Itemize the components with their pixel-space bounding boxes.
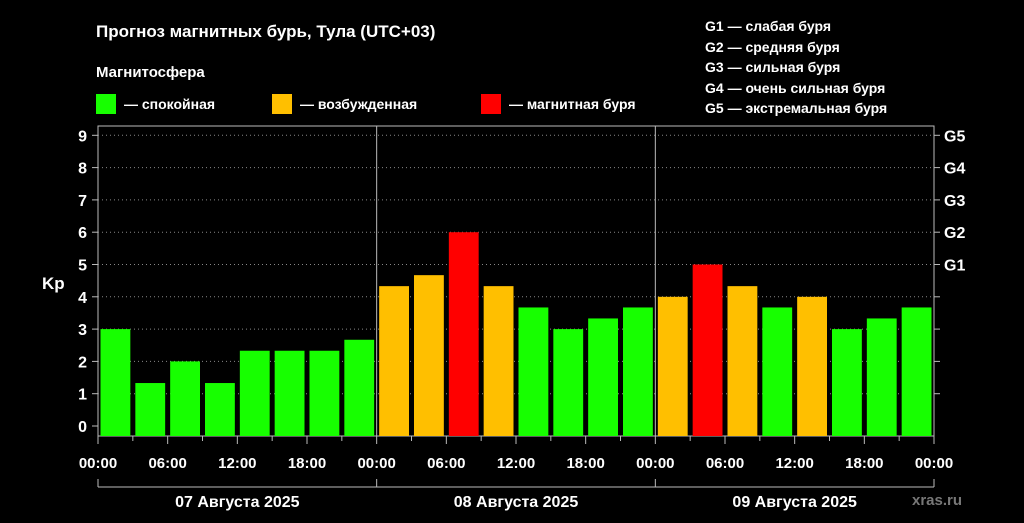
kp-bar-3 [205, 383, 235, 436]
x-tick-label-9: 06:00 [706, 455, 744, 472]
kp-bar-9 [414, 275, 444, 436]
y-tick-label-3: 3 [78, 322, 87, 339]
right-tick-label-g4: G4 [944, 161, 965, 178]
g-legend-g5: G5 — экстремальная буря [705, 100, 888, 116]
legend-swatch-storm [481, 94, 501, 114]
y-tick-label-1: 1 [78, 387, 87, 404]
kp-bar-10 [448, 232, 479, 436]
kp-bar-0 [100, 329, 131, 436]
y-tick-label-9: 9 [78, 128, 87, 145]
right-tick-label-g3: G3 [944, 193, 965, 210]
x-tick-label-10: 12:00 [775, 455, 813, 472]
y-tick-label-6: 6 [78, 225, 87, 242]
legend-label-quiet: — спокойная [124, 96, 216, 112]
legend-label-storm: — магнитная буря [509, 96, 636, 112]
kp-bar-18 [727, 286, 758, 436]
kp-bar-11 [483, 286, 514, 436]
legend-quiet: — спокойная [96, 94, 215, 114]
x-tick-label-0: 00:00 [79, 455, 117, 472]
right-tick-label-g2: G2 [944, 225, 965, 242]
x-tick-label-11: 18:00 [845, 455, 883, 472]
kp-bar-2 [170, 361, 200, 436]
legend-storm: — магнитная буря [481, 94, 636, 114]
kp-bar-4 [239, 350, 270, 436]
kp-bar-12 [518, 307, 549, 436]
y-tick-label-0: 0 [78, 419, 87, 436]
y-tick-label-7: 7 [78, 193, 87, 210]
g-legend-g3: G3 — сильная буря [705, 59, 841, 75]
kp-bar-16 [657, 296, 688, 436]
y-tick-label-2: 2 [78, 354, 87, 371]
kp-bar-15 [623, 307, 653, 436]
right-tick-label-g1: G1 [944, 258, 965, 275]
y-tick-label-8: 8 [78, 161, 87, 178]
y-axis-label: Kp [42, 274, 65, 293]
kp-bar-14 [588, 318, 618, 436]
kp-bar-23 [901, 307, 932, 436]
legend-swatch-active [272, 94, 292, 114]
chart-title: Прогноз магнитных бурь, Тула (UTC+03) [96, 22, 436, 41]
x-tick-label-5: 06:00 [427, 455, 465, 472]
g-legend-g1: G1 — слабая буря [705, 18, 832, 34]
g-legend-g2: G2 — средняя буря [705, 38, 840, 55]
kp-bar-21 [832, 329, 862, 436]
x-tick-label-12: 00:00 [915, 455, 953, 472]
kp-bar-1 [135, 383, 166, 436]
legend-active: — возбужденная [272, 94, 417, 114]
kp-bar-13 [553, 329, 584, 436]
kp-bar-19 [762, 307, 793, 436]
storm-scale-legend: G1 — слабая буря G2 — средняя буря G3 — … [705, 16, 887, 119]
kp-bar-5 [274, 350, 305, 436]
kp-bar-17 [692, 264, 723, 436]
watermark: xras.ru [912, 492, 963, 509]
g-legend-g4: G4 — очень сильная буря [705, 79, 886, 96]
legend-swatch-quiet [96, 94, 116, 114]
kp-bar-6 [309, 350, 340, 436]
day-label-0: 07 Августа 2025 [175, 494, 300, 511]
x-tick-label-1: 06:00 [148, 455, 186, 472]
x-tick-label-4: 00:00 [357, 455, 395, 472]
kp-bar-22 [866, 318, 897, 436]
kp-bar-7 [344, 339, 375, 436]
right-tick-label-g5: G5 [944, 128, 965, 145]
kp-bar-8 [379, 286, 409, 436]
y-tick-label-4: 4 [78, 290, 87, 307]
x-tick-label-3: 18:00 [288, 455, 326, 472]
x-tick-label-7: 18:00 [566, 455, 604, 472]
x-tick-label-6: 12:00 [497, 455, 535, 472]
x-tick-label-8: 00:00 [636, 455, 674, 472]
kp-bar-20 [797, 296, 827, 436]
day-label-2: 09 Августа 2025 [732, 494, 857, 511]
y-tick-label-5: 5 [78, 258, 87, 275]
x-tick-label-2: 12:00 [218, 455, 256, 472]
day-label-1: 08 Августа 2025 [454, 494, 579, 511]
legend-label-active: — возбужденная [300, 96, 418, 112]
magnetosphere-label: Магнитосфера [96, 64, 205, 81]
